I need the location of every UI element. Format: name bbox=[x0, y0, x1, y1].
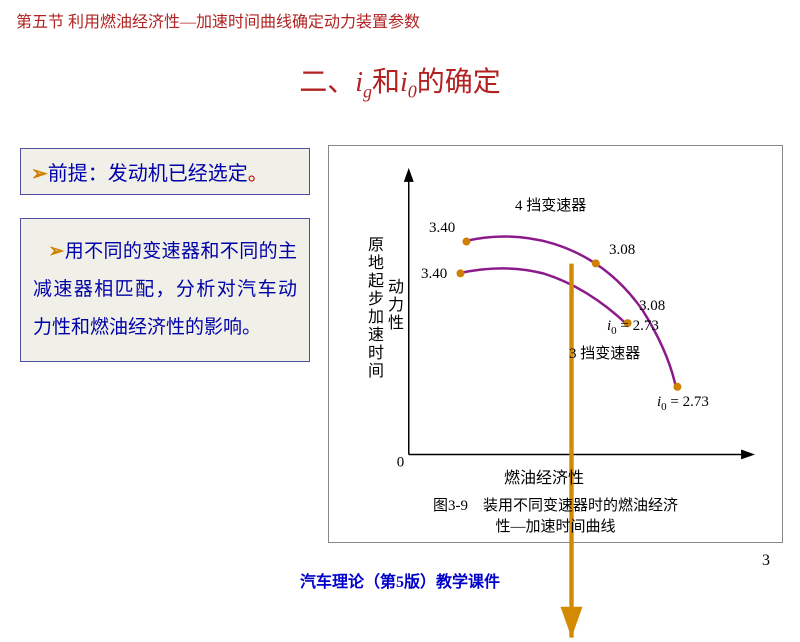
title-var1: i bbox=[355, 67, 363, 98]
title-prefix: 二、 bbox=[299, 67, 355, 98]
description-text: 用不同的变速器和不同的主减速器相匹配，分析对汽车动力性和燃油经济性的影响。 bbox=[33, 241, 297, 338]
description-box: ➢用不同的变速器和不同的主减速器相匹配，分析对汽车动力性和燃油经济性的影响。 bbox=[20, 218, 310, 362]
marker bbox=[462, 238, 470, 246]
point-label: 3.40 bbox=[421, 266, 447, 283]
title-var2: i bbox=[400, 67, 408, 98]
x-axis-label: 燃油经济性 bbox=[504, 464, 584, 488]
curve-label-4gear: 4 挡变速器 bbox=[515, 194, 586, 215]
bullet-icon: ➢ bbox=[31, 163, 48, 185]
premise-box: ➢前提：发动机已经选定。 bbox=[20, 148, 310, 195]
curve-label-3gear: 3 挡变速器 bbox=[569, 342, 640, 363]
title-mid: 和 bbox=[372, 67, 400, 98]
point-label: 3.08 bbox=[609, 242, 635, 259]
caption-line1: 图3-9 装用不同变速器时的燃油经济 bbox=[433, 498, 678, 514]
footer-title: 汽车理论（第5版）教学课件 bbox=[0, 568, 800, 592]
premise-dot: 。 bbox=[248, 163, 268, 185]
section-header: 第五节 利用燃油经济性—加速时间曲线确定动力装置参数 bbox=[16, 8, 420, 32]
y-axis-arrow bbox=[404, 168, 414, 182]
y-axis-label-2: 动力性 bbox=[381, 278, 405, 332]
title-suffix: 的确定 bbox=[417, 67, 501, 98]
point-label-i0: i0 = 2.73 bbox=[657, 394, 709, 413]
point-label: 3.40 bbox=[429, 220, 455, 237]
chart-caption: 图3-9 装用不同变速器时的燃油经济 性—加速时间曲线 bbox=[329, 496, 782, 538]
point-label: 3.08 bbox=[639, 298, 665, 315]
title-sub1: g bbox=[363, 82, 372, 102]
page-title: 二、ig和i0的确定 bbox=[0, 60, 800, 103]
bullet-icon: ➢ bbox=[48, 241, 64, 262]
chart-figure: 0 原地起步加速时间 动力性 燃油经济性 3.40 4 挡变速器 3.08 3.… bbox=[328, 145, 783, 543]
point-label-i0: i0 = 2.73 bbox=[607, 318, 659, 337]
caption-line2: 性—加速时间曲线 bbox=[495, 519, 615, 535]
premise-text: 前提：发动机已经选定 bbox=[48, 163, 248, 185]
title-sub2: 0 bbox=[408, 82, 417, 102]
